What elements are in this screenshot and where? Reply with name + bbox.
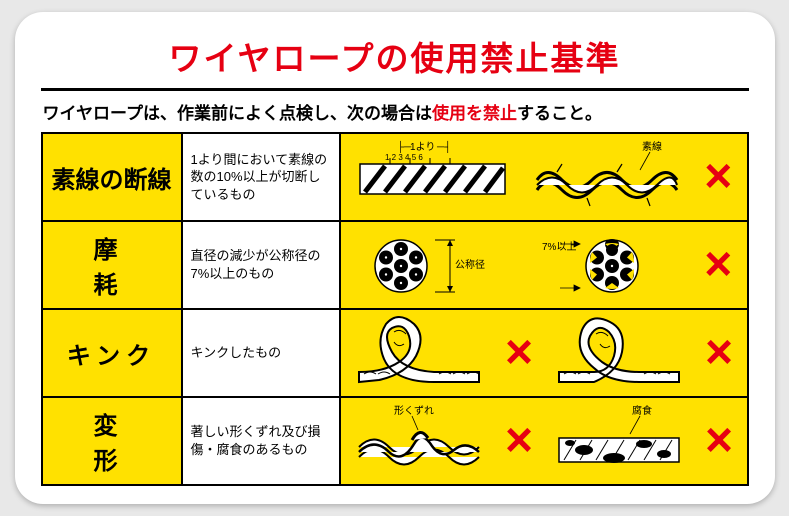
row-name: 素線の断線	[42, 133, 182, 221]
table-row: 素線の断線 1より間において素線の数の10%以上が切断しているもの ├─ 1より…	[42, 133, 748, 221]
main-title: ワイヤロープの使用禁止基準	[41, 32, 749, 80]
row-illustration: × ×	[340, 309, 748, 397]
x-mark-icon: ×	[705, 329, 733, 377]
rope-kink-2	[554, 314, 684, 392]
row-name: 摩 耗	[42, 221, 182, 309]
criteria-table: 素線の断線 1より間において素線の数の10%以上が切断しているもの ├─ 1より…	[41, 132, 749, 486]
x-mark-icon: ×	[705, 417, 733, 465]
x-mark-icon: ×	[704, 153, 732, 201]
svg-text:腐食: 腐食	[632, 404, 652, 417]
title-underline	[41, 88, 749, 91]
sign-card: ワイヤロープの使用禁止基準 ワイヤロープは、作業前によく点検し、次の場合は使用を…	[15, 12, 775, 504]
svg-text:素線: 素線	[642, 140, 662, 153]
svg-text:公称径: 公称径	[455, 258, 485, 271]
row-desc: 著しい形くずれ及び損傷・腐食のあるもの	[182, 397, 340, 485]
row-name: 変 形	[42, 397, 182, 485]
row-desc: 直径の減少が公称径の7%以上のもの	[182, 221, 340, 309]
rope-cross-section-nominal: 公称径	[355, 226, 510, 304]
row-name-text: 変 形	[94, 413, 178, 475]
subtitle: ワイヤロープは、作業前によく点検し、次の場合は使用を禁止すること。	[41, 97, 749, 132]
svg-text:1 2 3 4 5 6: 1 2 3 4 5 6	[385, 153, 423, 162]
row-name-text: キンク	[67, 343, 156, 370]
x-mark-icon: ×	[505, 417, 533, 465]
rope-corroded: 腐食	[554, 402, 684, 480]
table-row: キンク キンクしたもの ×	[42, 309, 748, 397]
x-mark-icon: ×	[505, 329, 533, 377]
rope-kink-1	[354, 314, 484, 392]
svg-text:─┤: ─┤	[436, 140, 451, 154]
row-illustration: 形くずれ × 腐食	[340, 397, 748, 485]
row-name-text: 摩 耗	[94, 237, 178, 299]
rope-broken-strand-1: ├─ 1より ─┤ 1 2 3 4 5 6	[355, 140, 510, 214]
row-name: キンク	[42, 309, 182, 397]
row-illustration: ├─ 1より ─┤ 1 2 3 4 5 6	[340, 133, 748, 221]
row-name-text: 素線の断線	[52, 167, 172, 194]
svg-text:1より: 1より	[410, 141, 435, 153]
row-desc: 1より間において素線の数の10%以上が切断しているもの	[182, 133, 340, 221]
subtitle-pre: ワイヤロープは、作業前によく点検し、次の場合は	[43, 104, 432, 123]
row-illustration: 公称径 7%以上	[340, 221, 748, 309]
svg-text:形くずれ: 形くずれ	[394, 405, 434, 417]
subtitle-post: すること。	[517, 104, 602, 123]
rope-deformed: 形くずれ	[354, 402, 484, 480]
row-desc: キンクしたもの	[182, 309, 340, 397]
table-row: 変 形 著しい形くずれ及び損傷・腐食のあるもの 形くずれ ×	[42, 397, 748, 485]
subtitle-em: 使用を禁止	[432, 104, 517, 123]
rope-cross-section-worn: 7%以上	[532, 226, 682, 304]
svg-text:7%以上: 7%以上	[542, 241, 576, 253]
table-row: 摩 耗 直径の減少が公称径の7%以上のもの	[42, 221, 748, 309]
rope-broken-strand-2: 素線	[532, 140, 682, 214]
x-mark-icon: ×	[704, 241, 732, 289]
